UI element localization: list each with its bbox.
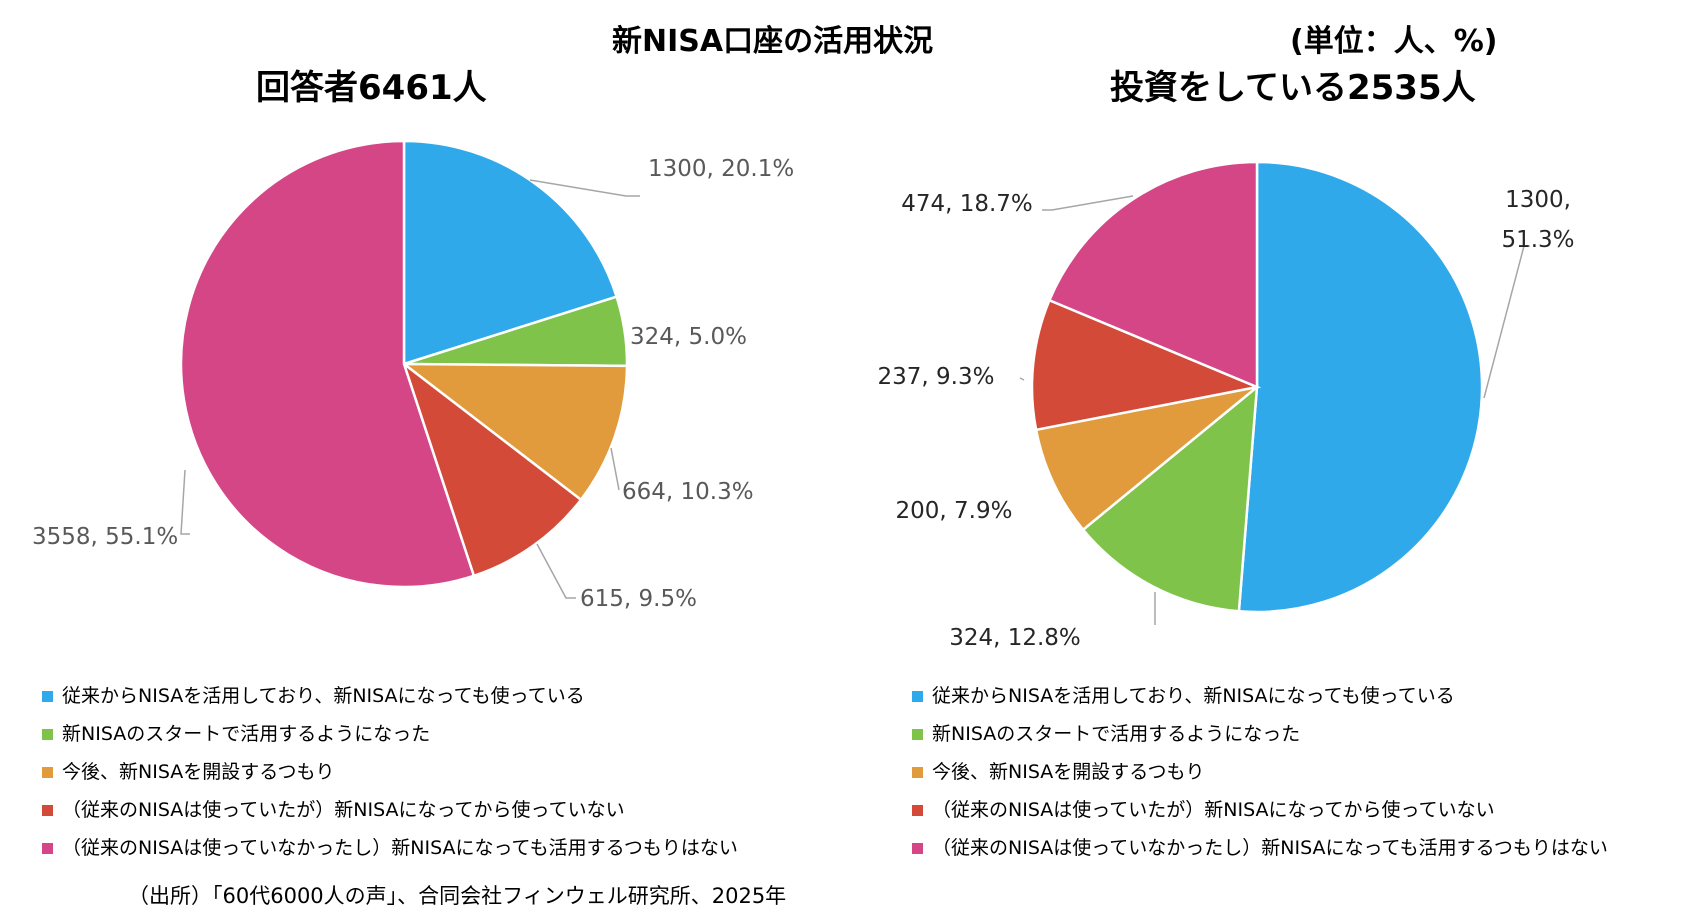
legend-label: 従来からNISAを活用しており、新NISAになっても使っている bbox=[932, 685, 1455, 707]
data-label: 324, 5.0% bbox=[630, 324, 747, 350]
legend-label: （従来のNISAは使っていたが）新NISAになってから使っていない bbox=[932, 799, 1495, 821]
data-label: 3558, 55.1% bbox=[32, 524, 178, 550]
data-label: 664, 10.3% bbox=[622, 479, 754, 505]
legend-item: 従来からNISAを活用しており、新NISAになっても使っている bbox=[42, 677, 738, 715]
right-pie-chart: 1300, 51.3% 324, 12.8% 200, 7.9% 237, 9.3% 47… bbox=[878, 160, 1575, 651]
unit-label: (単位：人、%) bbox=[1290, 24, 1498, 59]
leader-line bbox=[1019, 377, 1025, 381]
pie-slice bbox=[1030, 298, 1262, 432]
legend-swatch bbox=[42, 842, 53, 854]
pie-slice bbox=[1081, 384, 1259, 613]
right-legend: 従来からNISAを活用しており、新NISAになっても使っている 新NISAのスタ… bbox=[912, 677, 1608, 867]
pie-slice bbox=[401, 360, 583, 578]
data-label: 237, 9.3% bbox=[878, 364, 995, 390]
legend-item: （従来のNISAは使っていなかったし）新NISAになっても活用するつもりはない bbox=[912, 829, 1608, 867]
legend-item: （従来のNISAは使っていたが）新NISAになってから使っていない bbox=[912, 791, 1608, 829]
pie-slice bbox=[1237, 160, 1484, 614]
legend-item: 新NISAのスタートで活用するようになった bbox=[912, 715, 1608, 753]
legend-item: 従来からNISAを活用しており、新NISAになっても使っている bbox=[912, 677, 1608, 715]
data-label: 200, 7.9% bbox=[896, 498, 1013, 524]
legend-swatch bbox=[42, 728, 53, 740]
left-legend: 従来からNISAを活用しており、新NISAになっても使っている 新NISAのスタ… bbox=[42, 677, 738, 867]
pie-slice bbox=[1034, 385, 1258, 532]
left-chart-title: 回答者6461人 bbox=[256, 68, 487, 108]
data-label: 1300, 20.1% bbox=[648, 156, 794, 182]
legend-swatch bbox=[912, 804, 923, 816]
legend-label: （従来のNISAは使っていなかったし）新NISAになっても活用するつもりはない bbox=[62, 837, 738, 859]
legend-label: （従来のNISAは使っていたが）新NISAになってから使っていない bbox=[62, 799, 625, 821]
leader-line bbox=[610, 447, 620, 491]
leader-line bbox=[1483, 245, 1530, 399]
legend-label: 今後、新NISAを開設するつもり bbox=[932, 761, 1205, 783]
leader-line bbox=[536, 543, 576, 599]
data-label: 324, 12.8% bbox=[949, 625, 1081, 651]
data-label: 1300, 51.3% bbox=[1501, 187, 1574, 253]
legend-item: （従来のNISAは使っていたが）新NISAになってから使っていない bbox=[42, 791, 738, 829]
legend-item: （従来のNISAは使っていなかったし）新NISAになっても活用するつもりはない bbox=[42, 829, 738, 867]
legend-item: 今後、新NISAを開設するつもり bbox=[42, 753, 738, 791]
pie-slice bbox=[402, 139, 619, 366]
pie-slice bbox=[179, 139, 476, 589]
legend-label: 新NISAのスタートで活用するようになった bbox=[932, 723, 1301, 745]
legend-item: 新NISAのスタートで活用するようになった bbox=[42, 715, 738, 753]
data-label: 615, 9.5% bbox=[580, 586, 697, 612]
left-pie-chart: 1300, 20.1% 324, 5.0% 664, 10.3% 615, 9.5% 3… bbox=[32, 139, 794, 612]
chart-title: 新NISA口座の活用状況 bbox=[612, 24, 934, 59]
legend-label: （従来のNISAは使っていなかったし）新NISAになっても活用するつもりはない bbox=[932, 837, 1608, 859]
legend-label: 従来からNISAを活用しており、新NISAになっても使っている bbox=[62, 685, 585, 707]
right-chart-title: 投資をしている2535人 bbox=[1110, 68, 1476, 108]
legend-swatch bbox=[42, 766, 53, 778]
legend-swatch bbox=[912, 690, 923, 702]
source-note: （出所）「60代6000人の声」、合同会社フィンウェル研究所、2025年 bbox=[128, 884, 787, 908]
pie-slice bbox=[400, 362, 629, 502]
leader-line bbox=[180, 469, 190, 535]
legend-swatch bbox=[912, 728, 923, 740]
legend-swatch bbox=[912, 842, 923, 854]
legend-label: 新NISAのスタートで活用するようになった bbox=[62, 723, 431, 745]
data-label: 474, 18.7% bbox=[901, 191, 1033, 217]
legend-swatch bbox=[42, 690, 53, 702]
legend-swatch bbox=[42, 804, 53, 816]
leader-line bbox=[529, 179, 640, 197]
pie-slice bbox=[1047, 160, 1259, 389]
legend-item: 今後、新NISAを開設するつもり bbox=[912, 753, 1608, 791]
legend-swatch bbox=[912, 766, 923, 778]
leader-line bbox=[1042, 195, 1134, 211]
legend-label: 今後、新NISAを開設するつもり bbox=[62, 761, 335, 783]
